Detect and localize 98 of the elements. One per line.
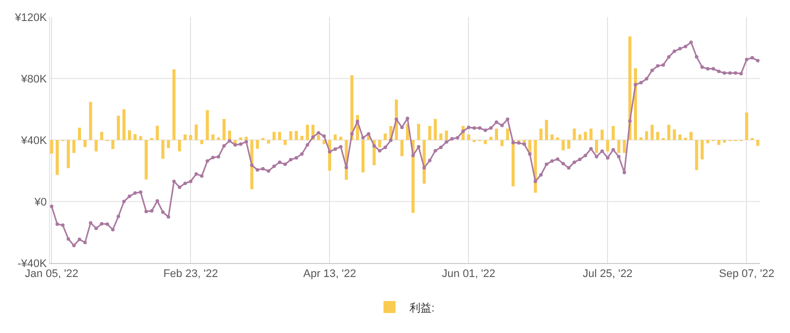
bar (439, 134, 442, 140)
bar (134, 134, 137, 140)
bar (50, 140, 54, 154)
bar (500, 140, 504, 146)
x-tick-label: Apr 13, '22 (303, 268, 356, 280)
bar (222, 118, 226, 140)
bar (700, 140, 704, 160)
bar (544, 120, 548, 140)
bar (417, 124, 420, 140)
x-tick-label: Sep 07, '22 (719, 268, 774, 280)
bar (690, 132, 693, 140)
bar (617, 140, 620, 153)
bar (656, 132, 660, 140)
bar (278, 132, 282, 140)
bar (200, 140, 204, 144)
bar (216, 137, 220, 140)
bar (667, 124, 670, 140)
y-tick-label: ¥40K (20, 134, 48, 147)
bar (506, 128, 510, 140)
x-tick-label: Jan 05, '22 (24, 268, 78, 280)
bar (428, 126, 432, 140)
bar (284, 140, 287, 145)
bar (66, 140, 70, 168)
bar (378, 140, 382, 148)
x-tick-label: Jul 25, '22 (582, 268, 633, 280)
bar (756, 140, 760, 146)
legend-label: 利益: (410, 301, 435, 314)
bar (206, 110, 209, 140)
bar (384, 134, 387, 140)
bar (722, 140, 726, 143)
y-tick-label: ¥120K (14, 12, 48, 24)
bar (556, 137, 560, 140)
bar (300, 136, 304, 140)
y-tick-label: ¥0 (34, 196, 47, 208)
bar (717, 140, 720, 145)
bar (672, 129, 676, 140)
bar (272, 132, 276, 140)
y-tick-label: ¥80K (20, 73, 48, 86)
bar (562, 140, 565, 150)
bar (600, 130, 604, 140)
bar (489, 136, 492, 140)
bar (184, 134, 187, 140)
bar (650, 124, 654, 140)
bar (94, 140, 98, 152)
bar (306, 124, 309, 140)
bar (484, 140, 487, 144)
bar (122, 109, 126, 140)
y-tick-label: -¥40K (17, 258, 48, 270)
bar (467, 134, 470, 140)
bar (156, 126, 159, 140)
bar (289, 131, 292, 140)
bar (56, 140, 59, 175)
bar (612, 126, 615, 140)
bar (595, 140, 598, 153)
bar (550, 134, 554, 140)
bar (512, 140, 515, 186)
bar (161, 140, 164, 159)
bar (622, 140, 626, 153)
bar (166, 140, 170, 148)
bar (178, 140, 182, 152)
bar (78, 128, 81, 140)
bar (539, 128, 542, 140)
bar (494, 128, 498, 140)
bar (116, 116, 120, 140)
bar (100, 132, 104, 140)
bar (139, 136, 142, 140)
bar (606, 140, 610, 152)
bar (567, 140, 570, 149)
x-tick-label: Jun 01, '22 (442, 268, 496, 280)
bar (572, 128, 576, 140)
bar (89, 102, 92, 140)
bar (294, 130, 298, 140)
bar (211, 134, 214, 140)
bar (172, 69, 176, 140)
bar (334, 134, 337, 140)
bar (144, 140, 148, 180)
bar (72, 140, 76, 153)
bar (84, 140, 87, 148)
bar (400, 140, 404, 156)
x-tick-label: Feb 23, '22 (163, 268, 218, 280)
bar (256, 140, 259, 149)
bar (128, 130, 132, 140)
bar (639, 137, 643, 140)
bar (589, 128, 593, 140)
bar (695, 140, 698, 170)
bar (706, 140, 710, 144)
bar (678, 134, 682, 140)
bar (339, 136, 342, 140)
bar (266, 140, 270, 144)
bar (434, 118, 437, 140)
bar (239, 137, 242, 140)
bar (584, 132, 587, 140)
bar (189, 135, 192, 140)
bar (745, 112, 748, 140)
bar (111, 140, 114, 150)
bar (645, 131, 648, 140)
bar (194, 124, 198, 140)
bar (578, 134, 582, 140)
